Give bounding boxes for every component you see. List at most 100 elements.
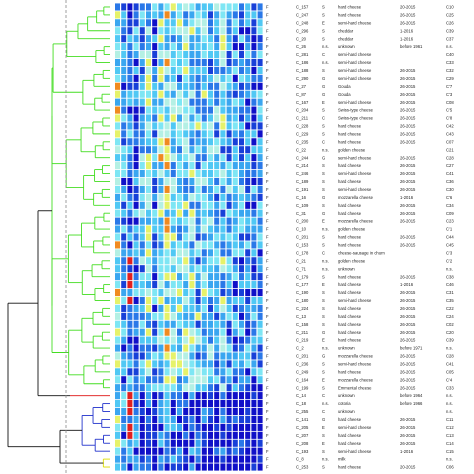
heatmap-cell [158, 106, 164, 114]
sample-code: C43 [446, 131, 454, 136]
heatmap-cell [127, 455, 133, 463]
heatmap-cell [146, 241, 151, 249]
heatmap-cell [257, 27, 263, 35]
heatmap-cell [257, 154, 263, 162]
heatmap-cell [239, 19, 244, 27]
heatmap-cell [201, 288, 207, 297]
heatmap-cell [115, 82, 120, 90]
heatmap-cell [121, 27, 127, 35]
heatmap-cell [251, 233, 257, 241]
heatmap-cell [170, 296, 176, 305]
heatmap-cell [232, 162, 238, 170]
heatmap-cell [257, 447, 263, 455]
heatmap-cell [195, 177, 201, 186]
heatmap-cell [226, 162, 232, 170]
heatmap-cell [239, 423, 244, 431]
heatmap-cell [139, 201, 145, 209]
heatmap-cell [251, 162, 257, 170]
sample-flag: F [266, 13, 269, 18]
heatmap-cell [158, 43, 164, 51]
sample-origin: G [322, 155, 325, 160]
sample-date: 26-2015 [400, 433, 416, 438]
sample-flag: F [266, 330, 269, 335]
heatmap-cell [201, 90, 207, 98]
sample-origin: S [322, 28, 325, 33]
heatmap-cell [226, 154, 232, 162]
sample-id: C_22 [296, 147, 307, 152]
sample-id: C_229 [296, 131, 309, 136]
heatmap-cell [251, 217, 257, 225]
heatmap-cell [257, 288, 263, 297]
heatmap-cell [133, 281, 139, 289]
heatmap-cell [139, 225, 145, 233]
heatmap-cell [127, 74, 133, 82]
sample-date: before 1964 [400, 393, 423, 398]
heatmap-cell [177, 392, 182, 400]
heatmap-cell [189, 43, 195, 51]
heatmap-cell [220, 447, 226, 455]
sample-flag: F [266, 131, 269, 136]
heatmap-cell [189, 122, 195, 130]
heatmap-cell [183, 312, 189, 320]
heatmap-cell [189, 27, 195, 35]
heatmap-cell [195, 288, 201, 297]
sample-type: unknown [338, 266, 355, 271]
heatmap-cell [226, 130, 232, 138]
heatmap-cell [220, 249, 226, 257]
heatmap-cell [127, 3, 133, 11]
heatmap-cell [245, 3, 251, 11]
heatmap-cell [164, 162, 170, 170]
sample-type: hard cheese [338, 314, 362, 319]
heatmap-cell [127, 90, 133, 98]
heatmap-cell [245, 328, 251, 336]
heatmap-cell [164, 431, 170, 439]
heatmap-cell [239, 106, 244, 114]
sample-origin: E [322, 425, 325, 430]
heatmap-cell [195, 50, 201, 59]
heatmap-cell [170, 193, 176, 201]
heatmap-cell [189, 257, 195, 265]
heatmap-cell [220, 384, 226, 392]
heatmap-cell [208, 352, 213, 360]
heatmap-cell [257, 82, 263, 90]
heatmap-cell [115, 336, 120, 344]
heatmap-cell [115, 209, 120, 217]
heatmap-cell [208, 336, 213, 344]
heatmap-cell [121, 439, 127, 447]
heatmap-cell [245, 58, 251, 67]
heatmap-cell [195, 74, 201, 82]
heatmap-cell [189, 352, 195, 360]
heatmap-cell [183, 201, 189, 209]
heatmap-cell [239, 447, 244, 455]
heatmap-cell [245, 415, 251, 423]
heatmap-cell [121, 90, 127, 98]
sample-id: C_2 [296, 346, 304, 351]
sample-id: C_211 [296, 116, 309, 121]
heatmap-cell [146, 50, 151, 59]
heatmap-cell [214, 407, 220, 416]
heatmap-cell [226, 241, 232, 249]
heatmap-cell [239, 392, 244, 400]
heatmap-cell [195, 90, 201, 98]
heatmap-cell [139, 407, 145, 416]
heatmap-cell [251, 257, 257, 265]
heatmap-cell [152, 201, 158, 209]
heatmap-cell [115, 122, 120, 130]
sample-id: C_186 [296, 60, 309, 65]
heatmap-cell [214, 288, 220, 297]
sample-type: unknown [338, 393, 355, 398]
heatmap-cell [226, 384, 232, 392]
heatmap-cell [245, 249, 251, 257]
heatmap-cell [115, 273, 120, 281]
heatmap-cell [133, 233, 139, 241]
heatmap-cell [214, 98, 220, 106]
heatmap-cell [189, 185, 195, 193]
heatmap-cell [232, 336, 238, 344]
sample-type: semi-hard cheese [338, 298, 372, 303]
heatmap-cell [133, 352, 139, 360]
heatmap-cell [177, 281, 182, 289]
heatmap-cell [170, 328, 176, 336]
heatmap-cell [239, 209, 244, 217]
heatmap-cell [251, 368, 257, 376]
heatmap-cell [158, 3, 164, 11]
